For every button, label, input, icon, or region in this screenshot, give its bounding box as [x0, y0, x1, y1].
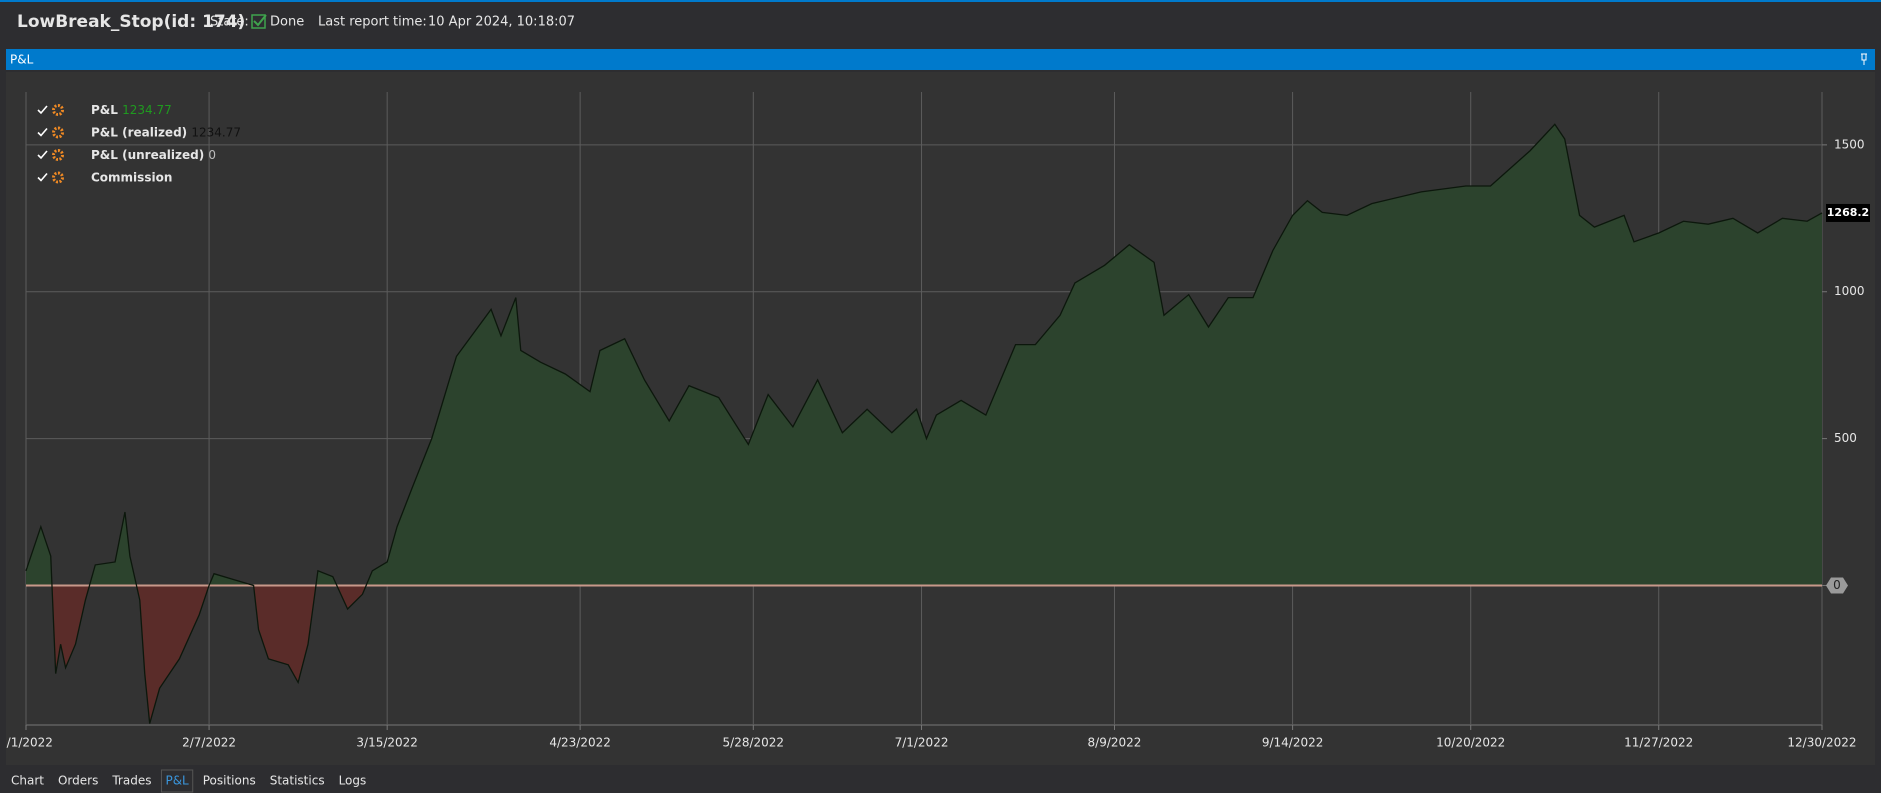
legend-entry: P&L 1234.77 — [91, 103, 172, 117]
tab[interactable]: Positions — [203, 774, 256, 788]
tab[interactable]: P&L — [165, 774, 189, 788]
panel-title: P&L — [10, 53, 34, 67]
y-tick-label: 0 — [1833, 578, 1841, 592]
tab[interactable]: Logs — [339, 774, 367, 788]
tab[interactable]: Chart — [11, 774, 44, 788]
x-tick-label: 3/15/2022 — [356, 736, 418, 750]
last-value-badge — [1826, 203, 1870, 222]
state-label: State: — [210, 15, 249, 30]
state-value: Done — [270, 15, 304, 30]
legend-gear[interactable] — [52, 149, 64, 161]
legend-check[interactable] — [37, 127, 48, 137]
x-tick-label: 7/1/2022 — [895, 736, 949, 750]
state-icon — [251, 14, 267, 29]
legend-gear[interactable] — [52, 171, 64, 184]
tab[interactable]: Trades — [111, 774, 151, 788]
tabs: Chart Orders Trades P&L Positions Statistics L… — [11, 769, 367, 793]
active-tab-frame — [160, 769, 194, 793]
y-tick-label: 1500 — [1834, 137, 1865, 151]
legend-name: P&L — [91, 103, 118, 117]
y-tick-marker — [1826, 577, 1848, 594]
legend-entry: P&L (unrealized) 0 — [91, 148, 216, 162]
legend-name: P&L (realized) — [91, 125, 187, 139]
x-tick-label: 5/28/2022 — [723, 736, 785, 750]
tab-bar — [0, 767, 1881, 793]
panel-header — [6, 49, 1875, 70]
legend-check[interactable] — [37, 172, 48, 182]
legend-entry: P&L (realized) 1234.77 — [91, 125, 241, 139]
legend-gear[interactable] — [52, 104, 64, 116]
plot: 1/1/2022 2/7/2022 3/15/2022 4/23/2022 5/28/2… — [0, 92, 1870, 750]
pnl-line — [25, 123, 1823, 724]
legend-check[interactable] — [37, 105, 48, 115]
legend-value: 1234.77 — [191, 125, 241, 139]
x-tick-label: 2/7/2022 — [182, 736, 236, 750]
y-tick-label: 1000 — [1834, 284, 1865, 298]
x-tick-label: 11/27/2022 — [1624, 736, 1693, 750]
report-time: 10 Apr 2024, 10:18:07 — [428, 15, 575, 30]
last-value-label: 1268.2 — [1827, 206, 1869, 219]
legend-name: Commission — [91, 170, 172, 184]
x-tick-label: 8/9/2022 — [1088, 736, 1142, 750]
legend-name: P&L (unrealized) — [91, 148, 204, 162]
legend-gear[interactable] — [52, 126, 64, 139]
tab[interactable]: Orders — [58, 774, 98, 788]
report-label: Last report time: — [318, 15, 427, 30]
x-tick-label: 1/1/2022 — [0, 736, 53, 750]
x-tick-label: 4/23/2022 — [549, 736, 611, 750]
x-tick-label: 9/14/2022 — [1262, 736, 1324, 750]
top-border — [0, 0, 1881, 2]
tab[interactable]: Statistics — [270, 774, 325, 788]
legend-value: 0 — [208, 148, 216, 162]
x-tick-label: 12/30/2022 — [1787, 736, 1856, 750]
area-positive — [26, 124, 1822, 585]
pin-icon[interactable] — [1861, 53, 1867, 65]
x-tick-label: 10/20/2022 — [1436, 736, 1505, 750]
legend-check[interactable] — [37, 150, 48, 160]
y-tick-label: 500 — [1834, 431, 1857, 445]
x-labels: 1/1/2022 2/7/2022 3/15/2022 4/23/2022 5/28/2… — [0, 736, 1857, 750]
legend-entry: Commission — [91, 170, 172, 184]
window-title: LowBreak_Stop(id: 174) — [17, 12, 245, 32]
legend-value: 1234.77 — [122, 103, 172, 117]
